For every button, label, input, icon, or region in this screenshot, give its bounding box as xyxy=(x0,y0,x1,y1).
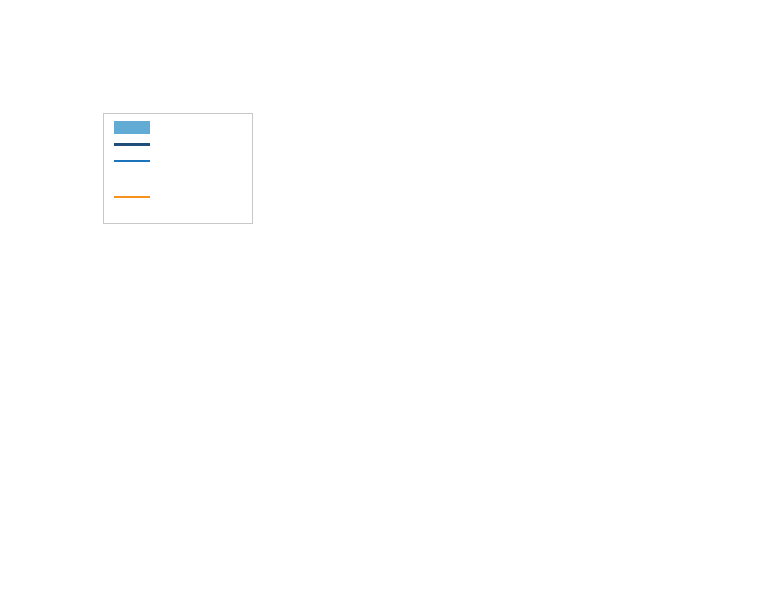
legend xyxy=(103,113,253,224)
legend-90pct-line-swatch xyxy=(114,160,150,162)
legend-band-swatch xyxy=(114,121,150,134)
legend-50pct-line-swatch xyxy=(114,143,150,146)
legend-10pct-line-swatch xyxy=(114,196,150,198)
